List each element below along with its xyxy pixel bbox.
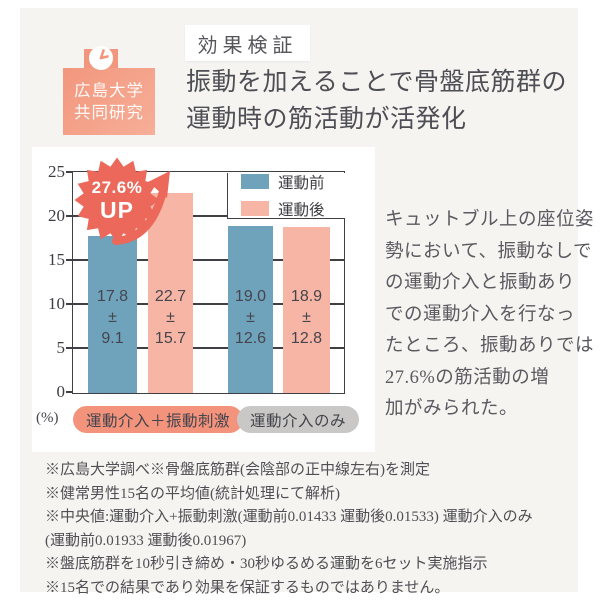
- plot-area: 17.8 ± 9.1 22.7 ± 15.7 19.0 ± 12.6 18.9 ± 1…: [72, 171, 345, 394]
- bar-運動前-運動介入のみ: [228, 225, 273, 393]
- bar-運動後-運動介入のみ: [283, 226, 330, 393]
- bar-value-label: 22.7 ± 15.7: [154, 288, 187, 347]
- gridline: [73, 215, 344, 217]
- y-tick-label: 0: [56, 382, 66, 401]
- footnotes: ※広島大学調べ※骨盤底筋群(会陰部の正中線左右)を測定 ※健常男性15名の平均値…: [45, 462, 533, 596]
- increase-badge: 27.6% UP: [74, 157, 160, 243]
- y-tick-mark: [66, 391, 72, 393]
- increase-arrow-icon: [112, 171, 170, 245]
- legend-row-after: 運動後: [241, 198, 345, 220]
- group-pill-exercise-only: 運動介入のみ: [237, 406, 360, 433]
- y-tick-mark: [66, 259, 72, 261]
- increase-percent-label: 27.6%: [91, 178, 143, 197]
- y-tick-label: 5: [56, 338, 66, 357]
- y-tick-label: 25: [48, 162, 65, 181]
- y-tick-mark: [66, 347, 72, 349]
- y-tick-label: 15: [48, 250, 65, 269]
- chart-legend: 運動前 運動後: [227, 171, 345, 220]
- gridline: [73, 303, 344, 305]
- gridline: [73, 259, 344, 261]
- research-badge: 広島大学 共同研究: [63, 68, 155, 135]
- y-tick-mark: [66, 303, 72, 305]
- legend-swatch-before: [241, 174, 269, 189]
- starburst-shape: [74, 157, 160, 243]
- effect-verification-tag: 効果検証: [185, 25, 310, 61]
- gridline: [73, 347, 344, 349]
- page-title: 振動を加えることで骨盤底筋群の 運動時の筋活動が活発化: [186, 69, 568, 133]
- y-tick-mark: [66, 215, 72, 217]
- group-pill-vibration: 運動介入＋振動刺激: [73, 406, 244, 433]
- bar-value-label: 19.0 ± 12.6: [234, 288, 267, 347]
- clock-icon: [89, 46, 113, 70]
- result-description: キュットブル上の座位姿 勢において、振動なしで の運動介入と振動あり での運動介…: [385, 210, 595, 419]
- research-badge-label: 広島大学 共同研究: [74, 81, 144, 122]
- y-tick-label: 20: [48, 206, 65, 225]
- legend-row-before: 運動前: [241, 171, 345, 193]
- bar-value-label: 17.8 ± 9.1: [96, 288, 129, 347]
- chart-panel: 17.8 ± 9.1 22.7 ± 15.7 19.0 ± 12.6 18.9 ± 1…: [32, 147, 375, 452]
- legend-label-after: 運動後: [278, 201, 325, 219]
- legend-label-before: 運動前: [278, 174, 325, 192]
- increase-up-label: UP: [100, 197, 134, 223]
- axis-unit-label: (%): [36, 410, 59, 426]
- legend-swatch-after: [241, 201, 269, 216]
- bar-value-label: 18.9 ± 12.8: [290, 288, 323, 347]
- bar-運動後-運動介入＋振動刺激: [148, 193, 193, 393]
- starburst-icon: [74, 157, 160, 243]
- y-tick-label: 10: [48, 294, 65, 313]
- y-tick-mark: [66, 171, 72, 173]
- bar-運動前-運動介入＋振動刺激: [88, 236, 137, 393]
